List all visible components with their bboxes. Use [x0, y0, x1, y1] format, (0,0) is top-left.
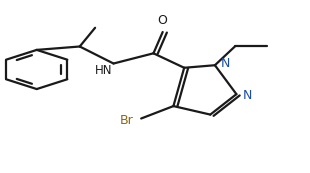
- Text: N: N: [242, 89, 252, 102]
- Text: Br: Br: [120, 114, 134, 127]
- Text: O: O: [158, 14, 168, 27]
- Text: HN: HN: [95, 64, 112, 77]
- Text: N: N: [220, 57, 230, 70]
